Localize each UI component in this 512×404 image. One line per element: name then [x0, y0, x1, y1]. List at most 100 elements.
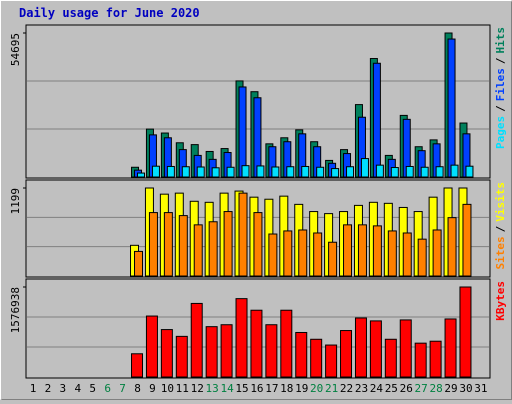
- bar: [405, 165, 414, 178]
- x-tick-label: 15: [235, 382, 248, 395]
- bar: [346, 166, 355, 178]
- x-tick-label: 11: [176, 382, 189, 395]
- bar: [301, 165, 310, 178]
- bar: [459, 286, 472, 378]
- legend-separator: /: [494, 225, 507, 232]
- bar: [417, 238, 427, 277]
- bar: [223, 211, 233, 277]
- legend: KBytes: [494, 281, 507, 321]
- y-tick-label: 1576938: [9, 287, 22, 333]
- bar: [265, 324, 278, 378]
- bar: [148, 212, 158, 277]
- legend-entry: Sites: [494, 236, 507, 269]
- bar: [256, 165, 265, 178]
- bar: [313, 232, 323, 277]
- bar: [181, 166, 190, 178]
- x-tick-label: 10: [161, 382, 174, 395]
- bar: [384, 338, 397, 378]
- bar: [354, 317, 367, 378]
- x-tick-label: 8: [134, 382, 141, 395]
- bar: [205, 326, 218, 378]
- x-tick-label: 20: [310, 382, 323, 395]
- bar: [331, 168, 340, 178]
- bar: [283, 230, 293, 277]
- bar: [447, 217, 457, 277]
- bar: [390, 167, 399, 178]
- bar: [220, 324, 233, 378]
- bar: [208, 221, 218, 277]
- bar: [310, 338, 323, 378]
- x-tick-label: 27: [415, 382, 428, 395]
- bar: [375, 164, 384, 178]
- bar: [343, 224, 353, 277]
- x-tick-label: 7: [119, 382, 126, 395]
- bar: [402, 232, 412, 277]
- bar: [271, 166, 280, 178]
- x-tick-label: 26: [400, 382, 413, 395]
- x-tick-label: 5: [89, 382, 96, 395]
- bar: [444, 318, 457, 378]
- bar: [193, 224, 203, 277]
- x-tick-label: 14: [220, 382, 234, 395]
- x-tick-label: 19: [295, 382, 308, 395]
- bar: [298, 229, 308, 277]
- x-tick-label: 29: [444, 382, 457, 395]
- x-tick-label: 18: [280, 382, 293, 395]
- bar: [462, 203, 472, 277]
- bar: [250, 309, 263, 378]
- bar: [211, 167, 220, 178]
- x-tick-label: 9: [149, 382, 156, 395]
- legend-separator: /: [494, 57, 507, 64]
- bar: [253, 212, 263, 277]
- bar: [241, 165, 250, 178]
- bar: [340, 330, 353, 378]
- legend-entry: Files: [494, 68, 507, 101]
- bar: [360, 158, 369, 178]
- bar: [196, 166, 205, 178]
- bar: [163, 212, 173, 277]
- bar: [134, 250, 144, 277]
- bar: [145, 315, 158, 378]
- x-tick-label: 28: [429, 382, 442, 395]
- bar: [414, 342, 427, 378]
- x-tick-label: 13: [206, 382, 219, 395]
- bar: [399, 319, 412, 378]
- x-tick-label: 1: [30, 382, 37, 395]
- x-tick-label: 17: [265, 382, 278, 395]
- bar: [420, 166, 429, 178]
- x-tick-label: 16: [250, 382, 263, 395]
- bar: [137, 172, 146, 178]
- bar: [435, 166, 444, 178]
- bar: [429, 340, 442, 378]
- bar: [357, 224, 367, 277]
- bar: [465, 165, 474, 178]
- legend-entry: KBytes: [494, 281, 507, 321]
- legend-entry: Pages: [494, 116, 507, 149]
- bar: [190, 302, 203, 378]
- bar: [160, 329, 173, 378]
- x-tick-label: 22: [340, 382, 353, 395]
- bar: [295, 331, 308, 378]
- bar: [450, 164, 459, 178]
- bar: [387, 230, 397, 277]
- x-tick-label: 23: [355, 382, 368, 395]
- x-tick-label: 31: [474, 382, 487, 395]
- bar: [325, 344, 338, 378]
- bar: [316, 166, 325, 178]
- x-tick-label: 30: [459, 382, 472, 395]
- bar: [253, 97, 262, 178]
- bar: [280, 309, 293, 378]
- x-tick-label: 3: [60, 382, 67, 395]
- x-tick-label: 4: [74, 382, 81, 395]
- bar: [238, 86, 247, 178]
- bar: [372, 62, 381, 178]
- x-tick-label: 21: [325, 382, 338, 395]
- bar: [178, 215, 188, 277]
- bar: [151, 165, 160, 178]
- bar: [235, 298, 248, 378]
- legend-entry: Visits: [494, 182, 507, 222]
- bar: [369, 320, 382, 378]
- legend-entry: Hits: [494, 27, 507, 54]
- legend-separator: /: [494, 105, 507, 112]
